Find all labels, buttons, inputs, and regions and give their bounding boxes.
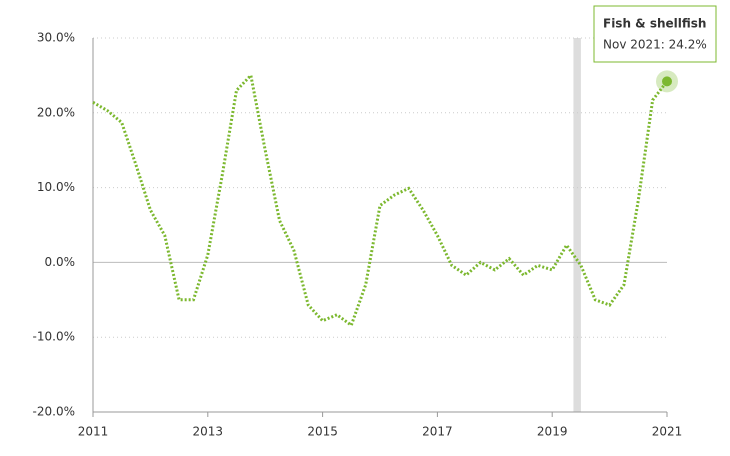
x-tick-label: 2013 [193, 425, 224, 439]
tooltip-box [593, 5, 717, 63]
x-tick-label: 2017 [422, 425, 453, 439]
shaded-band [573, 38, 581, 412]
x-tick-label: 2019 [537, 425, 568, 439]
y-tick-label: -20.0% [33, 405, 75, 419]
tooltip-text: Nov 2021: 24.2% [603, 38, 707, 52]
y-tick-label: 30.0% [37, 31, 75, 45]
y-tick-label: 10.0% [37, 180, 75, 194]
y-tick-label: -10.0% [33, 330, 75, 344]
line [92, 72, 669, 328]
x-tick-label: 2015 [307, 425, 338, 439]
x-tick-label: 2011 [78, 425, 109, 439]
tooltip-title: Fish & shellfish [603, 17, 706, 31]
y-tick-label: 20.0% [37, 105, 75, 119]
highlight-point [662, 76, 672, 87]
y-tick-label: 0.0% [45, 255, 76, 269]
x-tick-label: 2021 [652, 425, 683, 439]
